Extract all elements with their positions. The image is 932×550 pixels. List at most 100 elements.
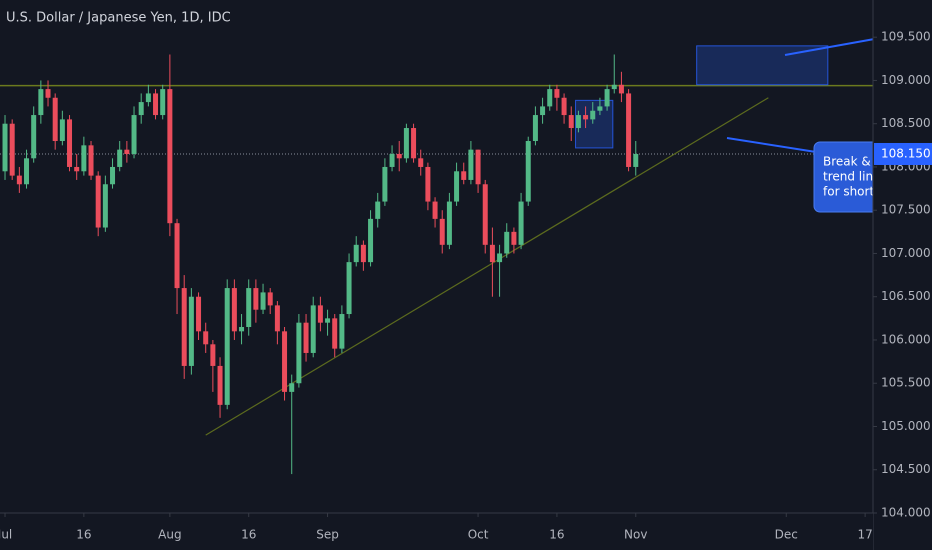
candle-body [489,244,495,263]
candle-body [102,184,108,228]
x-tick-label: Sep [316,528,339,542]
x-tick-label: Aug [158,528,181,542]
candle-body [296,322,302,384]
y-tick-label: 109.500 [881,30,931,44]
y-tick-label: 104.000 [881,506,931,520]
candle-body [81,145,87,172]
axes: 109.500109.000108.500108.000107.500107.0… [0,30,931,542]
candle-body [282,331,288,392]
callout-pointer [726,137,817,153]
candle-body [217,365,223,405]
candle-body [2,123,8,172]
candle-body [16,175,22,185]
candle-body [561,97,567,116]
callout-text: for short [823,185,874,199]
candle-body [604,89,610,107]
candle-body [45,89,51,98]
last-price-box [874,142,932,165]
candle-body [389,153,395,167]
x-tick-label: Dec [775,528,798,542]
y-tick-label: 106.000 [881,332,931,346]
candle-body [590,110,596,120]
candle-body [174,223,180,289]
x-tick-label: 16 [549,528,564,542]
candle-body [360,244,366,263]
candle-body [375,201,381,219]
candle-body [332,318,338,349]
candle-body [418,158,424,167]
candle-body [117,149,123,167]
x-tick-label: 17 [857,528,872,542]
candle-body [411,128,417,159]
y-tick-label: 104.500 [881,462,931,476]
candle-body [568,115,574,129]
candle-body [31,115,37,159]
callout-text: trend line [823,170,880,184]
candle-body [224,288,230,405]
time-axis-panel [0,513,873,550]
candle-body [540,106,546,116]
candle-body [303,322,309,353]
candle-body [325,318,331,323]
candle-body [110,166,116,185]
candle-body [131,115,137,154]
chart-title: U.S. Dollar / Japanese Yen, 1D, IDC [6,11,231,26]
candle-body [231,288,237,332]
candle-body [382,166,388,202]
candle-body [368,218,374,263]
y-tick-label: 107.500 [881,203,931,217]
candle-body [160,89,166,116]
plot-area [0,45,873,475]
x-tick-label: Jul [0,528,12,542]
candle-body [403,128,409,159]
candle-body [633,153,639,167]
price-axis-panel [873,0,932,550]
candle-body [525,141,531,202]
candle-body [267,292,273,306]
callout-pointer [784,37,881,56]
x-tick-label: 16 [241,528,256,542]
candle-body [554,89,560,98]
zone-rectangle [696,45,829,86]
x-tick-label: Oct [468,528,489,542]
candle-body [310,305,316,353]
candle-body [59,119,65,142]
candle-body [145,93,151,103]
candle-body [475,149,481,185]
candle-body [274,305,280,332]
candle-body [24,158,30,185]
candle-body [583,115,589,120]
x-tick-label: 16 [76,528,91,542]
candle-body [396,153,402,159]
candle-body [52,97,58,142]
candle-body [289,383,295,392]
candle-body [353,244,359,263]
candle-body [246,288,252,328]
y-tick-label: 105.000 [881,419,931,433]
candle-body [511,231,517,245]
candle-body [575,115,581,129]
y-tick-label: 108.500 [881,116,931,130]
candle-body [432,201,438,219]
last-price-label: 108.150 [881,146,931,160]
candle-body [497,253,503,263]
x-tick-label: Nov [624,528,647,542]
candle-body [253,288,259,310]
candle-body [67,119,73,167]
candle-body [188,296,194,366]
candle-body [346,262,352,315]
candle-body [597,106,603,111]
candle-body [153,93,159,116]
candle-body [167,89,173,224]
candle-body [446,201,452,245]
candle-body [9,123,15,176]
candle-body [38,89,44,116]
candle-body [74,166,80,172]
candle-body [439,218,445,245]
candle-body [547,89,553,107]
y-tick-label: 105.500 [881,376,931,390]
candle-body [468,149,474,180]
y-tick-label: 109.000 [881,73,931,87]
candle-body [482,184,488,245]
